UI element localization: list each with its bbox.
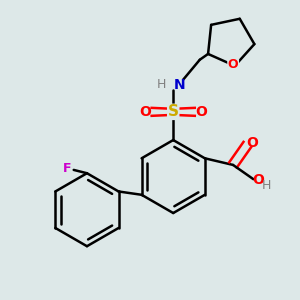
Text: O: O — [246, 136, 258, 150]
Text: O: O — [228, 58, 238, 71]
Text: S: S — [168, 104, 179, 119]
Text: O: O — [252, 173, 264, 187]
Text: O: O — [139, 105, 151, 119]
Text: O: O — [196, 105, 207, 119]
Text: N: N — [173, 78, 185, 92]
Text: F: F — [63, 162, 71, 175]
Text: H: H — [262, 179, 272, 192]
Text: H: H — [157, 78, 166, 91]
